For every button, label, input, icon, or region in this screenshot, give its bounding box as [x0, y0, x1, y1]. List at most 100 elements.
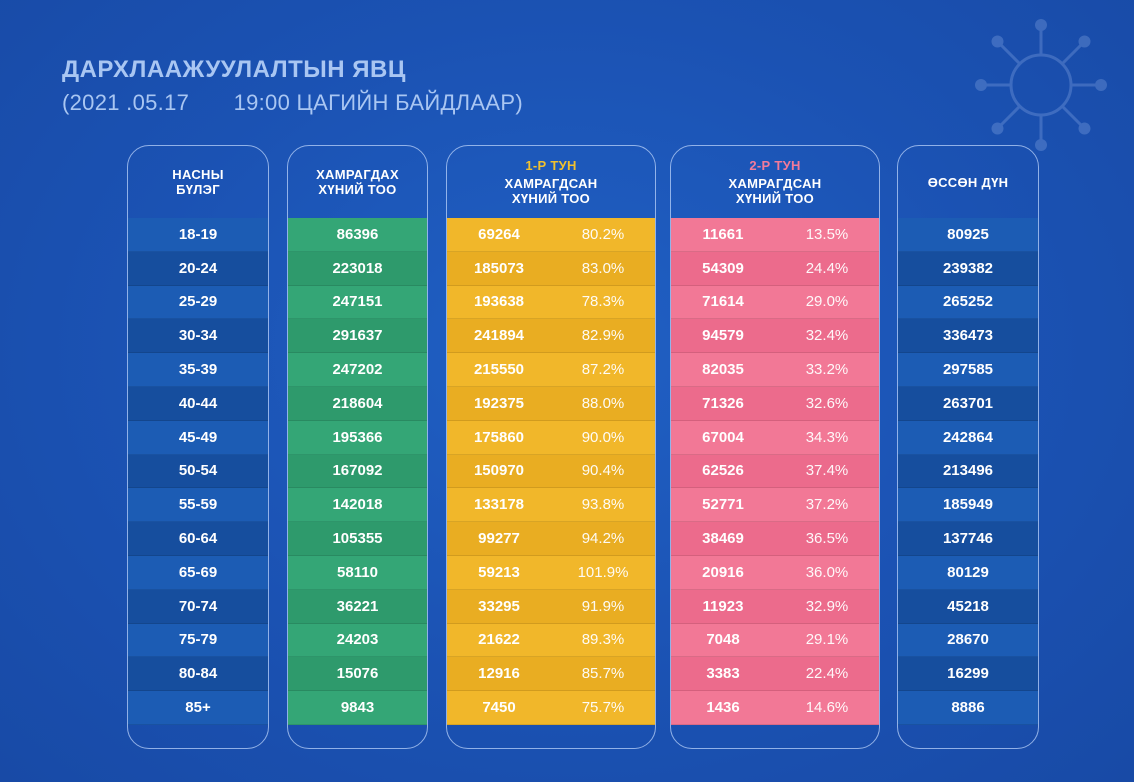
target-count-cell: 142018: [288, 488, 427, 523]
age-group-cell: 40-44: [128, 386, 268, 421]
dose-1-percent: 83.0%: [581, 259, 625, 277]
cumulative-total-cell: 297585: [898, 353, 1038, 387]
dose-2-percent: 22.4%: [805, 665, 849, 683]
dose-1-row: 241894 82.9%: [447, 319, 655, 354]
dose-1-row: 193638 78.3%: [447, 285, 655, 320]
dose-2-row: 62526 37.4%: [671, 454, 879, 489]
dose-2-row: 20916 36.0%: [671, 555, 879, 590]
dose-1-row: 192375 88.0%: [447, 386, 655, 421]
age-rows: 18-19 20-24 25-29 30-34 35-39 40-44 45-49 50-54…: [128, 218, 268, 725]
age-group-cell: 85+: [128, 691, 268, 725]
dose-1-count: 215550: [473, 361, 525, 379]
dose-2-row: 67004 34.3%: [671, 420, 879, 455]
column-cumulative-total: ӨССӨН ДҮН 80925 239382 265252 336473 297585 2…: [897, 145, 1039, 749]
dose-2-percent: 37.2%: [805, 496, 849, 514]
dose-1-count: 33295: [478, 597, 520, 615]
dose-1-row: 99277 94.2%: [447, 522, 655, 556]
target-count-cell: 218604: [288, 386, 427, 421]
age-group-cell: 60-64: [128, 522, 268, 556]
dose-2-count: 62526: [702, 462, 744, 480]
target-count-cell: 291637: [288, 319, 427, 354]
dose-1-row: 59213 101.9%: [447, 555, 655, 590]
dose-2-count: 3383: [706, 665, 740, 683]
virus-icon: [975, 19, 1107, 151]
dose-1-row: 12916 85.7%: [447, 657, 655, 692]
dose-1-count: 69264: [478, 225, 520, 243]
dose-1-percent: 89.3%: [581, 631, 625, 649]
dose-1-row: 185073 83.0%: [447, 251, 655, 286]
cumulative-total-cell: 137746: [898, 522, 1038, 556]
cumulative-total-cell: 213496: [898, 454, 1038, 489]
subtitle-date: (2021 .05.17: [62, 90, 190, 115]
dose-2-count: 54309: [702, 259, 744, 277]
cumulative-total-cell: 80129: [898, 555, 1038, 590]
dose-2-rows: 11661 13.5% 54309 24.4% 71614 29.0% 94579 32.4%…: [671, 218, 879, 725]
dose-2-row: 38469 36.5%: [671, 522, 879, 556]
column-target-people: ХАМРАГДАХ ХҮНИЙ ТОО 86396 223018 247151 291…: [287, 145, 428, 749]
dose-2-percent: 32.9%: [805, 597, 849, 615]
target-count-cell: 105355: [288, 522, 427, 556]
dose-2-count: 11923: [702, 597, 744, 615]
dose-2-percent: 29.0%: [805, 293, 849, 311]
dose-label: 1-Р ТУН: [525, 158, 577, 173]
dose-1-count: 185073: [473, 259, 525, 277]
dose-1-row: 133178 93.8%: [447, 488, 655, 523]
target-count-cell: 9843: [288, 691, 427, 725]
dose-1-count: 175860: [473, 428, 525, 446]
cumulative-total-cell: 239382: [898, 251, 1038, 286]
dose-1-row: 33295 91.9%: [447, 589, 655, 624]
dose-1-count: 192375: [473, 394, 525, 412]
dose-2-count: 7048: [706, 631, 740, 649]
dose-2-count: 71326: [702, 394, 744, 412]
dose-1-percent: 85.7%: [581, 665, 625, 683]
column-header: НАСНЫ БҮЛЭГ: [128, 146, 268, 218]
dose-2-percent: 33.2%: [805, 361, 849, 379]
dose-1-percent: 78.3%: [581, 293, 625, 311]
cumulative-total-cell: 45218: [898, 589, 1038, 624]
page-subtitle: (2021 .05.17 19:00 ЦАГИЙН БАЙДЛААР): [62, 90, 523, 116]
dose-2-row: 11923 32.9%: [671, 589, 879, 624]
dose-1-count: 59213: [478, 563, 520, 581]
target-count-cell: 15076: [288, 657, 427, 692]
dose-2-percent: 13.5%: [805, 225, 849, 243]
dose-1-row: 150970 90.4%: [447, 454, 655, 489]
dose-1-percent: 90.0%: [581, 428, 625, 446]
dose-2-percent: 36.5%: [805, 530, 849, 548]
column-header: ӨССӨН ДҮН: [898, 146, 1038, 218]
cumulative-total-cell: 242864: [898, 420, 1038, 455]
dose-1-count: 99277: [478, 530, 520, 548]
column-header: 2-Р ТУН ХАМРАГДСАН ХҮНИЙ ТОО: [671, 146, 879, 218]
dose-2-row: 11661 13.5%: [671, 218, 879, 252]
dose-2-row: 1436 14.6%: [671, 691, 879, 725]
dose-1-row: 21622 89.3%: [447, 623, 655, 658]
age-group-cell: 20-24: [128, 251, 268, 286]
cumulative-total-cell: 80925: [898, 218, 1038, 252]
dose-1-count: 21622: [478, 631, 520, 649]
age-group-cell: 25-29: [128, 285, 268, 320]
dose-2-row: 3383 22.4%: [671, 657, 879, 692]
dose-1-percent: 75.7%: [581, 699, 625, 717]
total-rows: 80925 239382 265252 336473 297585 263701 24286…: [898, 218, 1038, 725]
dose-2-percent: 29.1%: [805, 631, 849, 649]
dose-1-percent: 101.9%: [577, 563, 629, 581]
dose-1-count: 150970: [473, 462, 525, 480]
dose-2-count: 52771: [702, 496, 744, 514]
age-group-cell: 70-74: [128, 589, 268, 624]
dose-1-percent: 88.0%: [581, 394, 625, 412]
header-label: ХАМРАГДСАН: [728, 176, 822, 191]
dose-2-count: 11661: [702, 225, 744, 243]
dose-1-row: 69264 80.2%: [447, 218, 655, 252]
cumulative-total-cell: 263701: [898, 386, 1038, 421]
dose-2-row: 52771 37.2%: [671, 488, 879, 523]
age-group-cell: 30-34: [128, 319, 268, 354]
header-label: ХҮНИЙ ТОО: [735, 191, 815, 206]
dose-2-count: 1436: [706, 699, 740, 717]
dose-2-row: 94579 32.4%: [671, 319, 879, 354]
dose-1-percent: 80.2%: [581, 225, 625, 243]
dose-2-row: 82035 33.2%: [671, 353, 879, 387]
dose-2-count: 94579: [702, 327, 744, 345]
cumulative-total-cell: 16299: [898, 657, 1038, 692]
column-age-group: НАСНЫ БҮЛЭГ 18-19 20-24 25-29 30-34 35-39 40-…: [127, 145, 269, 749]
age-group-cell: 35-39: [128, 353, 268, 387]
dose-2-count: 71614: [702, 293, 744, 311]
